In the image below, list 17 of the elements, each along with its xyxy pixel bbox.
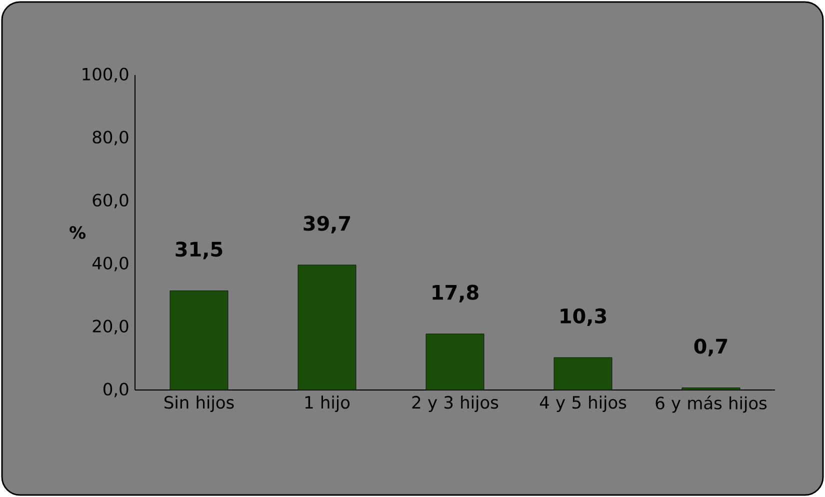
y-tick-label: 100,0 — [82, 68, 128, 82]
y-tick-label: 20,0 — [92, 320, 128, 334]
data-label: 10,3 — [560, 308, 606, 326]
y-tick-label: 0,0 — [104, 382, 128, 398]
x-tick-label: 1 hijo — [305, 396, 350, 412]
y-tick-label: 40,0 — [92, 256, 128, 272]
y-tick-label: 80,0 — [92, 130, 128, 146]
x-tick-label: Sin hijos — [164, 396, 234, 412]
x-tick-label: 4 y 5 hijos — [540, 396, 626, 412]
data-label: 0,7 — [694, 338, 728, 356]
data-label: 31,5 — [176, 242, 222, 260]
x-tick-label: 2 y 3 hijos — [412, 396, 498, 412]
y-axis-title: % — [70, 226, 86, 239]
y-tick-label: 60,0 — [92, 194, 128, 208]
data-label: 39,7 — [304, 216, 350, 234]
x-tick-label: 6 y más hijos — [656, 396, 767, 413]
data-label: 17,8 — [432, 284, 478, 302]
